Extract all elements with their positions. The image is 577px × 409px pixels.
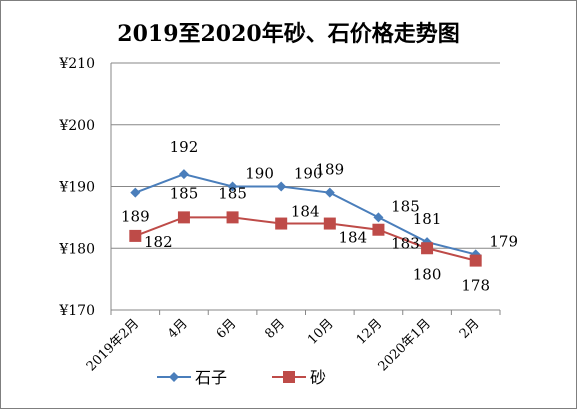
data-point	[275, 217, 288, 230]
legend-marker	[169, 372, 179, 382]
x-tick-label: 12月	[354, 316, 385, 347]
data-label: 184	[338, 229, 367, 247]
x-tick-label: 2020年1月	[376, 316, 434, 374]
data-label: 192	[170, 138, 199, 156]
x-tick-label: 2月	[457, 316, 483, 342]
data-point	[130, 187, 141, 198]
data-label: 181	[413, 210, 442, 228]
data-point	[276, 181, 287, 192]
data-label: 185	[391, 197, 420, 215]
chart-title: 2019至2020年砂、石价格走势图	[117, 21, 460, 47]
data-point	[227, 181, 238, 192]
y-tick-label: ¥200	[58, 118, 95, 134]
y-tick-label: ¥170	[58, 303, 95, 319]
data-label: 189	[121, 208, 150, 226]
data-point	[129, 229, 142, 242]
data-point	[373, 212, 384, 223]
data-label: 183	[391, 235, 420, 253]
y-tick-label: ¥190	[58, 180, 95, 196]
y-tick-label: ¥210	[58, 56, 95, 72]
x-tick-label: 2019年2月	[84, 316, 142, 374]
data-label: 190	[294, 165, 323, 183]
legend-label: 砂	[310, 368, 326, 387]
data-point	[177, 211, 190, 224]
data-label: 179	[489, 232, 518, 250]
data-label: 178	[461, 277, 490, 295]
data-label: 184	[291, 203, 320, 221]
series-line-1	[134, 216, 476, 262]
data-point	[372, 223, 385, 236]
y-tick-label: ¥180	[58, 241, 95, 257]
y-axis: ¥210 ¥200 ¥190 ¥180 ¥170	[58, 56, 112, 319]
data-point	[421, 242, 434, 255]
x-tick-label: 10月	[305, 316, 336, 347]
legend-marker	[283, 371, 295, 383]
x-tick-label: 4月	[165, 316, 191, 342]
data-label: 180	[413, 265, 442, 283]
series-line-0	[134, 173, 476, 256]
data-point	[226, 211, 239, 224]
data-point	[469, 254, 482, 267]
legend-label: 石子	[195, 368, 227, 387]
data-label: 182	[144, 233, 173, 251]
data-point	[323, 217, 336, 230]
data-label: 185	[170, 184, 199, 202]
data-point	[178, 169, 189, 180]
x-tick-label: 8月	[262, 316, 288, 342]
series-lines	[129, 169, 482, 267]
legend: 石子 砂	[157, 368, 326, 387]
data-label: 185	[218, 184, 247, 202]
data-label: 189	[315, 161, 344, 179]
x-tick-label: 6月	[214, 316, 240, 342]
data-point	[324, 187, 335, 198]
data-label: 190	[245, 165, 274, 183]
